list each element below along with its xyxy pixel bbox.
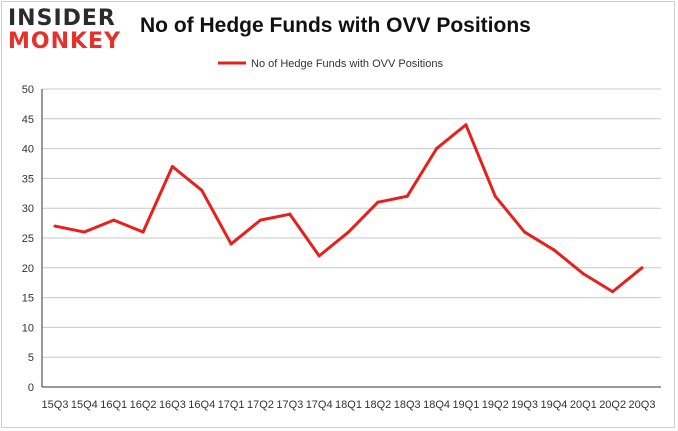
data-point — [141, 230, 145, 234]
data-point — [170, 164, 174, 168]
y-tick-label: 5 — [28, 352, 34, 364]
x-tick-label: 17Q4 — [306, 399, 333, 411]
x-tick-label: 16Q4 — [188, 399, 215, 411]
legend-label: No of Hedge Funds with OVV Positions — [251, 58, 443, 70]
data-point — [288, 212, 292, 216]
y-tick-label: 15 — [22, 293, 34, 305]
x-tick-label: 18Q4 — [423, 399, 450, 411]
y-tick-label: 35 — [22, 173, 34, 185]
logo-line-1: INSIDER — [8, 6, 116, 31]
x-tick-label: 17Q3 — [276, 399, 303, 411]
insider-monkey-logo: INSIDER MONKEY — [8, 6, 128, 56]
y-tick-label: 40 — [22, 144, 34, 156]
x-tick-label: 18Q2 — [364, 399, 391, 411]
data-point — [112, 218, 116, 222]
x-tick-label: 20Q3 — [629, 399, 656, 411]
x-tick-label: 16Q2 — [130, 399, 157, 411]
x-tick-label: 15Q4 — [71, 399, 98, 411]
data-point — [493, 194, 497, 198]
x-tick-label: 18Q1 — [335, 399, 362, 411]
y-tick-label: 25 — [22, 233, 34, 245]
x-tick-label: 17Q2 — [247, 399, 274, 411]
data-point — [53, 224, 57, 228]
data-point — [435, 147, 439, 151]
data-point — [640, 266, 644, 270]
data-point — [552, 248, 556, 252]
data-point — [200, 188, 204, 192]
y-tick-label: 30 — [22, 203, 34, 215]
x-tick-label: 20Q2 — [599, 399, 626, 411]
y-tick-label: 50 — [22, 84, 34, 96]
data-point — [405, 194, 409, 198]
data-point — [82, 230, 86, 234]
x-tick-label: 19Q2 — [482, 399, 509, 411]
x-tick-label: 17Q1 — [218, 399, 245, 411]
x-tick-label: 19Q4 — [540, 399, 567, 411]
data-point — [581, 272, 585, 276]
x-tick-label: 15Q3 — [42, 399, 69, 411]
y-tick-label: 20 — [22, 263, 34, 275]
y-tick-label: 0 — [28, 382, 34, 394]
data-point — [347, 230, 350, 234]
data-point — [464, 123, 468, 127]
x-tick-label: 16Q1 — [100, 399, 127, 411]
data-point — [611, 290, 615, 294]
x-tick-label: 19Q1 — [452, 399, 479, 411]
x-tick-label: 16Q3 — [159, 399, 186, 411]
chart-title: No of Hedge Funds with OVV Positions — [140, 14, 531, 37]
x-tick-label: 19Q3 — [511, 399, 538, 411]
data-point — [376, 200, 380, 204]
data-point — [523, 230, 527, 234]
data-point — [258, 218, 262, 222]
x-tick-label: 18Q3 — [394, 399, 421, 411]
data-point — [229, 242, 233, 246]
y-tick-label: 45 — [22, 114, 34, 126]
logo-line-2: MONKEY — [8, 29, 122, 54]
legend: No of Hedge Funds with OVV Positions — [218, 58, 443, 70]
y-tick-label: 10 — [22, 322, 34, 334]
x-tick-label: 20Q1 — [570, 399, 597, 411]
data-point — [317, 254, 321, 258]
